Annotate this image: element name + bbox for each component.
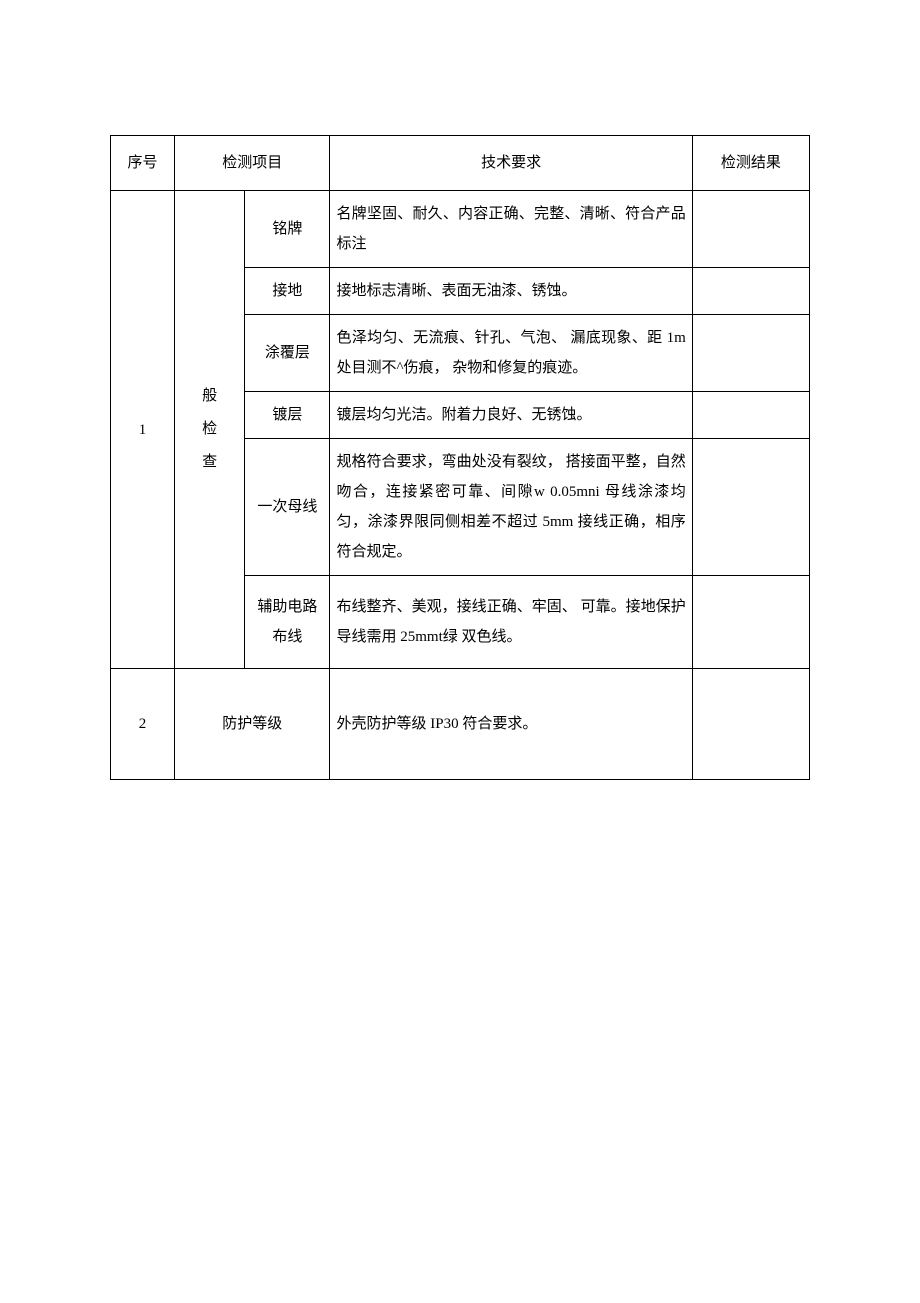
header-item: 检测项目	[174, 136, 330, 191]
inspection-table: 序号 检测项目 技术要求 检测结果 1 般 检 查 铭牌 名牌坚固、耐久、内容正…	[110, 135, 810, 780]
tech-cell: 镀层均匀光洁。附着力良好、无锈蚀。	[330, 392, 692, 439]
header-seq: 序号	[111, 136, 175, 191]
subitem-cell: 镀层	[245, 392, 330, 439]
result-cell	[692, 315, 809, 392]
tech-cell: 布线整齐、美观，接线正确、牢固、 可靠。接地保护导线需用 25mmt绿 双色线。	[330, 576, 692, 669]
subitem-cell: 辅助电路布线	[245, 576, 330, 669]
result-cell	[692, 268, 809, 315]
header-tech: 技术要求	[330, 136, 692, 191]
subitem-cell: 涂覆层	[245, 315, 330, 392]
result-cell	[692, 669, 809, 780]
result-cell	[692, 392, 809, 439]
result-cell	[692, 439, 809, 576]
category-cell: 般 检 查	[174, 191, 244, 669]
subitem-cell: 一次母线	[245, 439, 330, 576]
table-row: 2 防护等级 外壳防护等级 IP30 符合要求。	[111, 669, 810, 780]
result-cell	[692, 576, 809, 669]
result-cell	[692, 191, 809, 268]
seq-cell: 2	[111, 669, 175, 780]
subitem-cell: 铭牌	[245, 191, 330, 268]
table-row: 1 般 检 查 铭牌 名牌坚固、耐久、内容正确、完整、清晰、符合产品标注	[111, 191, 810, 268]
category-text: 般 检 查	[202, 388, 217, 470]
seq-cell: 1	[111, 191, 175, 669]
subitem-cell: 接地	[245, 268, 330, 315]
tech-cell: 规格符合要求，弯曲处没有裂纹， 搭接面平整，自然吻合，连接紧密可靠、间隙w 0.…	[330, 439, 692, 576]
header-result: 检测结果	[692, 136, 809, 191]
tech-cell: 名牌坚固、耐久、内容正确、完整、清晰、符合产品标注	[330, 191, 692, 268]
tech-cell: 接地标志清晰、表面无油漆、锈蚀。	[330, 268, 692, 315]
category-cell: 防护等级	[174, 669, 330, 780]
tech-cell: 外壳防护等级 IP30 符合要求。	[330, 669, 692, 780]
table-header-row: 序号 检测项目 技术要求 检测结果	[111, 136, 810, 191]
tech-cell: 色泽均匀、无流痕、针孔、气泡、 漏底现象、距 1m 处目测不^伤痕， 杂物和修复…	[330, 315, 692, 392]
